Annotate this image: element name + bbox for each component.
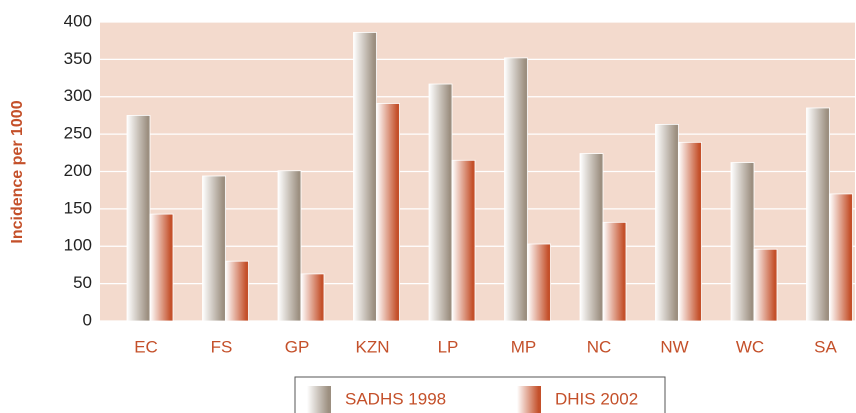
- legend-swatch: [517, 386, 541, 413]
- bar: [829, 193, 853, 322]
- bar: [428, 83, 453, 322]
- y-tick-label: 300: [64, 86, 92, 105]
- y-tick-label: 150: [64, 198, 92, 217]
- x-tick-label: KZN: [356, 337, 390, 356]
- bar: [655, 124, 679, 322]
- x-tick-label: MP: [511, 337, 537, 356]
- bar: [202, 175, 226, 322]
- x-tick-label: NW: [660, 337, 688, 356]
- x-tick-label: LP: [438, 337, 459, 356]
- x-tick-label: WC: [736, 337, 764, 356]
- bar: [126, 115, 151, 322]
- y-axis-title: Incidence per 1000: [9, 100, 26, 243]
- bar: [277, 170, 302, 322]
- bar: [353, 32, 377, 322]
- bar: [602, 221, 627, 322]
- bar: [753, 248, 778, 322]
- x-tick-label: GP: [285, 337, 310, 356]
- bar: [451, 159, 476, 322]
- x-tick-label: NC: [587, 337, 612, 356]
- bar: [678, 141, 702, 322]
- bar: [579, 153, 604, 322]
- x-tick-label: FS: [211, 337, 233, 356]
- y-tick-label: 250: [64, 124, 92, 143]
- legend-label: SADHS 1998: [345, 389, 446, 408]
- x-tick-label: EC: [134, 337, 158, 356]
- legend-swatch: [307, 386, 331, 413]
- bar: [527, 243, 551, 322]
- y-tick-label: 50: [73, 273, 92, 292]
- y-tick-label: 200: [64, 161, 92, 180]
- legend-box: [294, 376, 666, 413]
- bar: [730, 162, 755, 322]
- y-tick-label: 350: [64, 49, 92, 68]
- legend-label: DHIS 2002: [555, 389, 638, 408]
- bar: [149, 213, 174, 322]
- bar: [225, 260, 249, 322]
- bar: [300, 273, 325, 322]
- x-tick-label: SA: [814, 337, 837, 356]
- y-tick-label: 400: [64, 11, 92, 30]
- y-tick-label: 100: [64, 236, 92, 255]
- bar: [504, 57, 528, 322]
- bar: [376, 103, 400, 322]
- bar: [806, 107, 830, 322]
- y-tick-label: 0: [83, 310, 92, 329]
